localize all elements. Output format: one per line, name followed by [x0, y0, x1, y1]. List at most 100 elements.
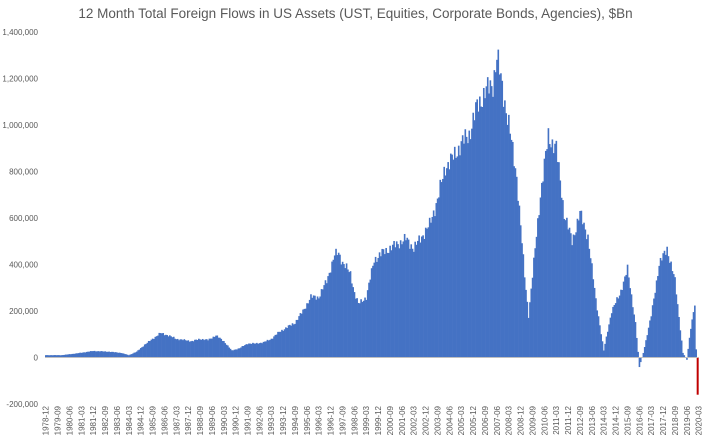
bar [603, 350, 605, 358]
bar [591, 263, 593, 358]
bar [307, 303, 310, 358]
bar [63, 354, 66, 358]
bar [220, 338, 223, 358]
bar [538, 215, 540, 358]
bar [439, 179, 442, 358]
bar [205, 339, 208, 358]
bar [137, 350, 139, 358]
bar [671, 271, 674, 358]
bar [104, 351, 106, 358]
bar [150, 339, 153, 358]
bar [107, 351, 109, 358]
bar [324, 280, 327, 358]
bar [95, 351, 97, 358]
bar [405, 240, 407, 358]
bar [390, 250, 393, 358]
bar [434, 216, 436, 358]
bar [260, 342, 262, 358]
bar [420, 236, 423, 358]
bar [265, 341, 267, 358]
bar [121, 353, 124, 358]
bar [498, 74, 501, 358]
bar [274, 334, 277, 358]
bar [151, 338, 154, 358]
bar [394, 247, 397, 358]
bar [605, 336, 608, 358]
bar [314, 295, 316, 358]
bar [473, 120, 476, 358]
bar [64, 354, 67, 358]
bar [270, 338, 273, 358]
bar [476, 99, 478, 358]
bar [653, 298, 655, 358]
bar [654, 292, 657, 358]
bar [374, 256, 377, 358]
bar [256, 342, 258, 358]
bar [668, 262, 671, 358]
bar [79, 352, 81, 358]
bar [344, 268, 347, 358]
bar [303, 308, 306, 358]
bar [223, 341, 225, 358]
x-tick-label: 2004-06 [445, 405, 454, 435]
bar [316, 296, 319, 358]
bar [356, 298, 358, 358]
bar [369, 279, 372, 358]
bar [393, 240, 395, 358]
bar [555, 140, 558, 358]
x-tick-label: 1999-03 [362, 405, 371, 435]
bar [92, 351, 95, 358]
bar [68, 354, 71, 358]
bar [290, 325, 292, 358]
bar [263, 341, 266, 358]
bar [562, 200, 564, 358]
bar [541, 182, 543, 358]
bar [610, 313, 613, 358]
bar [132, 353, 134, 358]
y-tick-label: 1,200,000 [2, 75, 38, 84]
bar [490, 86, 493, 358]
x-tick-label: 2008-03 [505, 405, 514, 435]
bar [108, 351, 110, 358]
bar [101, 351, 104, 358]
bar [52, 355, 55, 358]
x-tick-label: 2015-09 [623, 405, 632, 435]
bar [84, 352, 87, 358]
bar [428, 217, 431, 358]
bar [409, 248, 411, 358]
bar [361, 301, 364, 358]
bar [500, 73, 502, 358]
bar [501, 80, 504, 358]
bar [646, 335, 649, 358]
bar [83, 352, 85, 358]
bar [146, 342, 149, 358]
bar [200, 339, 203, 358]
bar [626, 264, 629, 358]
bar [262, 341, 265, 358]
bar [182, 340, 184, 358]
bar [339, 254, 341, 358]
bar [283, 329, 286, 358]
bar [482, 87, 485, 358]
bar [628, 277, 630, 358]
bar [547, 128, 550, 358]
x-tick-label: 1993-12 [279, 405, 288, 435]
y-tick-label: 800,000 [9, 168, 38, 177]
bar [606, 331, 609, 358]
x-tick-label: 1981-03 [77, 405, 86, 435]
bar [391, 244, 394, 358]
y-tick-label: 1,000,000 [2, 121, 38, 130]
x-tick-label: 1996-12 [327, 405, 336, 435]
bar [643, 347, 646, 358]
bar [382, 249, 385, 358]
bar [597, 316, 600, 358]
bar [417, 240, 419, 358]
x-tick-label: 2008-12 [517, 405, 526, 435]
bar [467, 143, 469, 358]
bar [444, 175, 447, 358]
bar [100, 351, 103, 358]
bar [407, 239, 410, 358]
bar [142, 346, 145, 358]
bar [381, 248, 384, 358]
